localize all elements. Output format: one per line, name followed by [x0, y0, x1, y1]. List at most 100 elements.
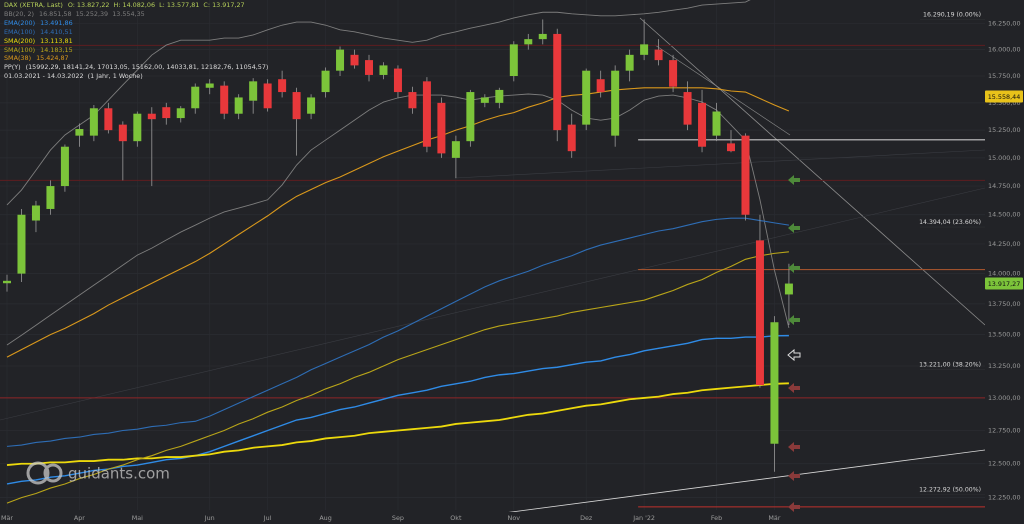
arrow: [788, 471, 800, 481]
candle-body: [567, 124, 576, 152]
trend-line: [454, 149, 985, 179]
x-tick-label: Okt: [450, 514, 462, 522]
candle-body: [133, 113, 142, 142]
trend-line: [0, 187, 985, 421]
candle-body: [75, 129, 84, 136]
y-tick-label: 14.000,00: [988, 270, 1021, 278]
legend-text: (15992,29, 18141,24, 17013,05, 15162,00,…: [25, 63, 269, 72]
x-tick-label: Mai: [132, 514, 143, 522]
candle-body: [784, 283, 793, 295]
candle-body: [640, 44, 649, 55]
bollinger-lower: [6, 93, 790, 346]
bollinger-upper: [6, 0, 751, 206]
logo-ring: [43, 463, 63, 483]
candle-body: [654, 49, 663, 61]
legend-row: EMA(200) 13.491,86: [4, 19, 268, 28]
candle-body: [60, 146, 69, 187]
candle-body: [220, 85, 229, 114]
candle-body: [480, 97, 489, 103]
fib-label: 13.221,00 (38.20%): [919, 362, 981, 369]
candle-body: [625, 54, 634, 71]
candle-body: [741, 135, 750, 215]
candle-body: [422, 81, 431, 147]
legend-row: DAX (XETRA, Last) O: 13.827,22 H: 14.082,…: [4, 1, 268, 10]
indicator-line: [6, 87, 790, 358]
x-tick-label: Aug: [319, 514, 331, 522]
candle-body: [234, 97, 243, 114]
y-tick-label: 12.500,00: [988, 460, 1021, 468]
candle-body: [669, 60, 678, 87]
candle-body: [263, 83, 272, 109]
y-tick-label: 14.750,00: [988, 182, 1021, 190]
fib-label: 14.394,04 (23.60%): [919, 219, 981, 226]
candle-body: [3, 280, 11, 284]
candle-body: [176, 108, 185, 119]
trend-line: [508, 449, 985, 512]
indicator-line: [6, 217, 790, 447]
arrow: [788, 175, 800, 185]
price-tag-label: 13.917,27: [988, 280, 1021, 288]
candle-body: [249, 81, 258, 101]
y-tick-label: 15.750,00: [988, 72, 1021, 80]
candle-body: [118, 124, 127, 142]
grid: [0, 23, 985, 498]
price-tag-label: 15.558,44: [988, 93, 1021, 101]
y-tick-label: 16.250,00: [988, 20, 1021, 28]
candle-body: [683, 92, 692, 125]
legend-text: SMA(200): [4, 36, 36, 45]
y-tick-label: 15.000,00: [988, 154, 1021, 162]
candle-body: [278, 79, 287, 93]
candle-body: [147, 113, 156, 120]
y-tick-label: 16.000,00: [988, 46, 1021, 54]
legend-row: SMA(38) 15.424,87: [4, 54, 268, 63]
candle-body: [31, 205, 40, 221]
arrow: [788, 263, 800, 273]
y-tick-label: 12.750,00: [988, 427, 1021, 435]
x-tick-label: Sep: [392, 514, 404, 522]
x-tick-label: Mär: [1, 514, 13, 522]
candle-body: [162, 107, 171, 119]
legend-text: 14.183,15: [40, 45, 73, 54]
candle-body: [582, 70, 591, 125]
candle-body: [89, 108, 98, 136]
candle-body: [292, 92, 301, 120]
candle-body: [336, 49, 345, 71]
arrow: [788, 442, 800, 452]
arrow: [788, 502, 800, 512]
candle-body: [17, 214, 26, 274]
plot-area: [0, 0, 985, 508]
legend-row: PP(Y) (15992,29, 18141,24, 17013,05, 1516…: [4, 63, 268, 72]
candle-body: [538, 33, 547, 40]
candle-body: [611, 70, 620, 136]
y-tick-label: 13.000,00: [988, 394, 1021, 402]
y-tick-label: 12.250,00: [988, 494, 1021, 502]
legend-row: BB(20, 2) 16.851,58 15.252,39 13.554,35: [4, 10, 268, 19]
candle-body: [437, 102, 446, 154]
arrow: [788, 383, 800, 393]
y-tick-label: 14.250,00: [988, 240, 1021, 248]
candle-body: [46, 186, 55, 209]
y-tick-label: 15.500,00: [988, 99, 1021, 107]
legend-text: 15.424,87: [36, 54, 69, 63]
y-tick-label: 13.500,00: [988, 331, 1021, 339]
x-tick-label: Jul: [263, 514, 272, 522]
indicator-line: [6, 334, 789, 485]
price-tag: [985, 90, 1023, 103]
legend: DAX (XETRA, Last) O: 13.827,22 H: 14.082,…: [4, 1, 268, 81]
candle-body: [393, 68, 402, 93]
candle-body: [205, 83, 214, 88]
legend-text: 16.851,58 15.252,39 13.554,35: [39, 9, 145, 18]
watermark: guidants.com: [68, 465, 170, 483]
candle-body: [408, 92, 417, 109]
candle-body: [350, 54, 359, 66]
legend-text: 14.410,51: [40, 27, 73, 36]
legend-row: EMA(100) 14.410,51: [4, 28, 268, 37]
fib-label: 12.272,92 (50.00%): [919, 486, 981, 493]
candle-body: [770, 322, 779, 444]
x-tick-label: Feb: [711, 514, 722, 522]
x-tick-label: Apr: [74, 514, 85, 522]
signal-arrows: [787, 175, 801, 512]
